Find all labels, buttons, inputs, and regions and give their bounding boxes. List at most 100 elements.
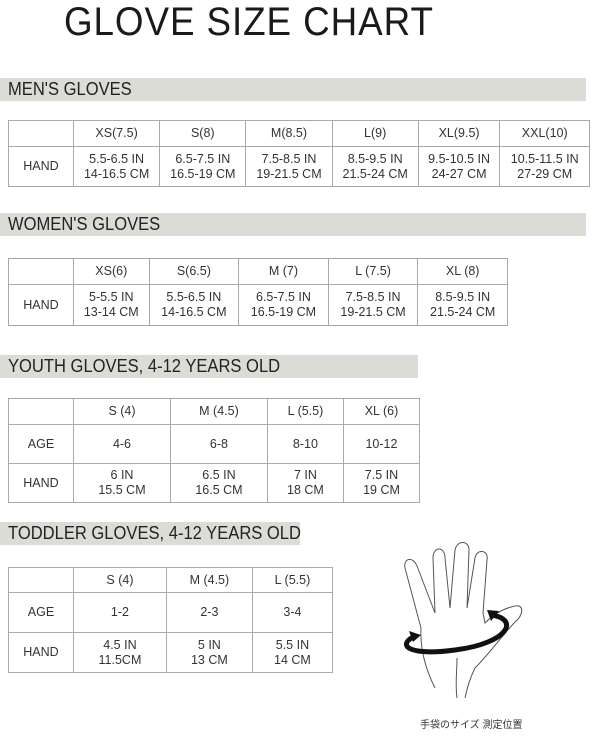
size-cell: 5.5 IN 14 CM	[251, 632, 334, 673]
cell-line: 1-2	[110, 605, 129, 619]
cell-line: 13 CM	[190, 652, 228, 667]
corner-cell	[8, 258, 74, 285]
cell-line: 24-27 CM	[431, 166, 487, 181]
row-label: HAND	[8, 284, 74, 326]
cell-line: 18 CM	[287, 483, 324, 497]
cell-line: 14-16.5 CM	[161, 305, 227, 319]
size-header: XL (6)	[342, 398, 421, 425]
size-header: XL(9.5)	[417, 120, 501, 147]
cell-line: 19 CM	[363, 483, 400, 497]
cell-line: 3-4	[283, 605, 302, 619]
cell-line: 5-5.5 IN	[89, 290, 134, 304]
size-cell: 3-4	[251, 592, 334, 633]
toddler-size-table: S (4) M (4.5) L (5.5) AGE 1-2 2-3 3-4 HAND 4.5 I…	[8, 567, 334, 673]
size-cell: 7.5-8.5 IN 19-21.5 CM	[327, 284, 419, 326]
size-cell: 10-12	[342, 424, 421, 464]
youth-size-table: S (4) M (4.5) L (5.5) XL (6) AGE 4-6 6-8 8-10 10…	[8, 398, 421, 503]
row-label: AGE	[8, 424, 74, 464]
cell-line: 5 IN	[197, 637, 221, 652]
size-header: M (4.5)	[165, 567, 253, 593]
row-label: HAND	[8, 146, 74, 187]
section-title: MEN'S GLOVES	[8, 79, 132, 99]
corner-cell	[8, 120, 74, 147]
cell-line: 10-12	[365, 436, 398, 451]
cell-line: 6.5-7.5 IN	[256, 290, 311, 304]
size-header: M(8.5)	[245, 120, 333, 147]
corner-cell	[8, 398, 74, 425]
header-row: S (4) M (4.5) L (5.5)	[8, 567, 334, 593]
header-row: XS(7.5) S(8) M(8.5) L(9) XL(9.5) XXL(10)	[8, 120, 590, 147]
size-cell: 10.5-11.5 IN 27-29 CM	[499, 146, 590, 187]
section-title: TODDLER GLOVES, 4-12 YEARS OLD	[8, 523, 301, 543]
size-header: XS(7.5)	[72, 120, 161, 147]
cell-line: 19-21.5 CM	[340, 305, 406, 319]
cell-line: 14 CM	[274, 652, 311, 667]
header-row: S (4) M (4.5) L (5.5) XL (6)	[8, 398, 421, 425]
cell-line: 19-21.5 CM	[256, 166, 322, 181]
cell-line: 21.5-24 CM	[430, 305, 496, 319]
section-title: YOUTH GLOVES, 4-12 YEARS OLD	[8, 356, 281, 376]
section-title: WOMEN'S GLOVES	[8, 214, 161, 234]
cell-line: 14-16.5 CM	[83, 166, 150, 181]
size-cell: 7 IN 18 CM	[266, 463, 344, 503]
size-header: M (4.5)	[169, 398, 268, 425]
cell-line: 8.5-9.5 IN	[347, 151, 403, 166]
table-row: AGE 1-2 2-3 3-4	[8, 592, 334, 633]
cell-line: 2-3	[200, 605, 219, 619]
page-title: GLOVE SIZE CHART	[64, 0, 434, 44]
size-cell: 7.5 IN 19 CM	[342, 463, 421, 503]
size-cell: 4-6	[73, 424, 171, 464]
size-header: M (7)	[238, 258, 329, 285]
cell-line: 21.5-24 CM	[342, 166, 408, 181]
cell-line: 6-8	[209, 436, 228, 451]
size-cell: 8.5-9.5 IN 21.5-24 CM	[331, 146, 419, 187]
men-size-table: XS(7.5) S(8) M(8.5) L(9) XL(9.5) XXL(10) HAND 5…	[8, 120, 590, 187]
size-header: XXL(10)	[499, 120, 590, 147]
size-header: XL (8)	[417, 258, 508, 285]
table-row: HAND 5.5-6.5 IN 14-16.5 CM 6.5-7.5 IN 16.5-1…	[8, 146, 590, 187]
size-header: S (4)	[73, 398, 171, 425]
cell-line: 5.5 IN	[275, 637, 310, 652]
size-header: S(6.5)	[148, 258, 240, 285]
hand-measure-icon	[404, 542, 523, 699]
size-cell: 8-10	[266, 424, 344, 464]
row-label: AGE	[8, 592, 74, 633]
size-header: L(9)	[331, 120, 419, 147]
cell-line: 27-29 CM	[517, 166, 573, 181]
cell-line: 10.5-11.5 IN	[510, 151, 579, 166]
size-cell: 5.5-6.5 IN 14-16.5 CM	[148, 284, 240, 326]
cell-line: 4.5 IN	[103, 637, 137, 652]
cell-line: 15.5 CM	[98, 483, 146, 497]
section-header-women: WOMEN'S GLOVES	[0, 213, 586, 236]
size-cell: 4.5 IN 11.5CM	[73, 632, 167, 673]
cell-line: 7.5-8.5 IN	[345, 290, 401, 304]
cell-line: 6.5 IN	[202, 468, 236, 482]
section-header-men: MEN'S GLOVES	[0, 78, 586, 101]
size-cell: 6 IN 15.5 CM	[73, 463, 171, 503]
cell-line: 13-14 CM	[83, 305, 139, 319]
arrow-head	[487, 610, 499, 621]
size-cell: 9.5-10.5 IN 24-27 CM	[417, 146, 501, 187]
section-header-youth: YOUTH GLOVES, 4-12 YEARS OLD	[0, 355, 418, 378]
size-cell: 7.5-8.5 IN 19-21.5 CM	[245, 146, 333, 187]
cell-line: 7 IN	[293, 468, 317, 482]
cell-line: 16.5-19 CM	[250, 305, 317, 319]
arrow-head	[409, 631, 421, 642]
size-cell: 8.5-9.5 IN 21.5-24 CM	[417, 284, 508, 326]
table-row: HAND 4.5 IN 11.5CM 5 IN 13 CM 5.5 IN 14 CM	[8, 632, 334, 673]
size-cell: 5 IN 13 CM	[165, 632, 253, 673]
cell-line: 7.5 IN	[364, 468, 399, 482]
size-cell: 6.5-7.5 IN 16.5-19 CM	[159, 146, 247, 187]
size-cell: 1-2	[73, 592, 167, 633]
size-cell: 5.5-6.5 IN 14-16.5 CM	[72, 146, 161, 187]
table-row: HAND 5-5.5 IN 13-14 CM 5.5-6.5 IN 14-16.5 CM…	[8, 284, 508, 326]
cell-line: 6 IN	[110, 468, 134, 482]
size-header: L (5.5)	[266, 398, 344, 425]
cell-line: 4-6	[112, 436, 132, 451]
size-cell: 6.5 IN 16.5 CM	[169, 463, 268, 503]
size-cell: 6.5-7.5 IN 16.5-19 CM	[238, 284, 329, 326]
cell-line: 8.5-9.5 IN	[435, 290, 491, 304]
size-header: L (5.5)	[251, 567, 334, 593]
cell-line: 7.5-8.5 IN	[261, 151, 317, 166]
